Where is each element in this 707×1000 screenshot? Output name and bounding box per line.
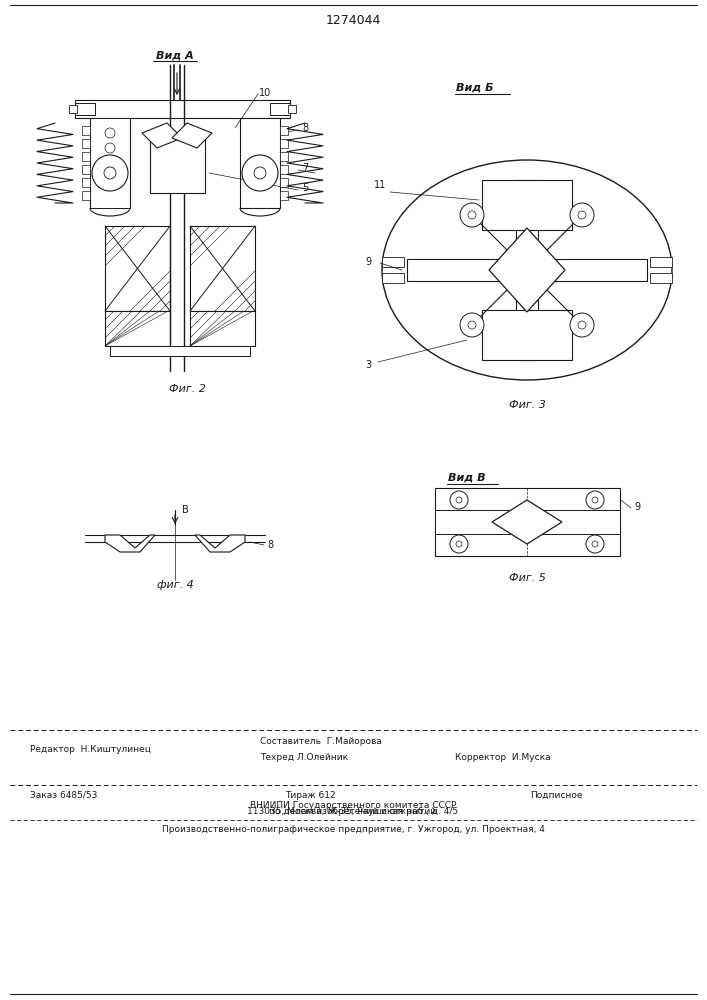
Circle shape xyxy=(104,167,116,179)
Bar xyxy=(270,103,290,115)
Bar xyxy=(280,165,288,174)
Text: 8: 8 xyxy=(267,540,273,550)
Polygon shape xyxy=(492,500,562,544)
Text: Фиг. 2: Фиг. 2 xyxy=(168,384,206,394)
Circle shape xyxy=(456,541,462,547)
Circle shape xyxy=(92,155,128,191)
Bar xyxy=(90,118,130,208)
Bar xyxy=(482,180,572,230)
Circle shape xyxy=(460,203,484,227)
Circle shape xyxy=(460,313,484,337)
Circle shape xyxy=(105,128,115,138)
Text: Вид В: Вид В xyxy=(448,473,486,483)
Bar xyxy=(280,126,288,135)
Circle shape xyxy=(578,211,586,219)
Text: Заказ 6485/53: Заказ 6485/53 xyxy=(30,790,98,800)
Text: 1274044: 1274044 xyxy=(325,13,380,26)
Bar xyxy=(82,126,90,135)
Circle shape xyxy=(570,203,594,227)
Text: 8: 8 xyxy=(302,123,308,133)
Bar xyxy=(75,103,95,115)
Text: Фиг. 3: Фиг. 3 xyxy=(508,400,545,410)
Bar xyxy=(82,152,90,161)
Text: 11: 11 xyxy=(374,180,386,190)
Circle shape xyxy=(468,211,476,219)
Text: Техред Л.Олейник: Техред Л.Олейник xyxy=(260,752,348,762)
Text: Корректор  И.Муска: Корректор И.Муска xyxy=(455,752,551,762)
Text: 5: 5 xyxy=(302,183,308,193)
Circle shape xyxy=(570,313,594,337)
Bar xyxy=(650,273,672,283)
Bar xyxy=(280,152,288,161)
Text: Производственно-полиграфическое предприятие, г. Ужгород, ул. Проектная, 4: Производственно-полиграфическое предприя… xyxy=(162,826,544,834)
Text: Вид Б: Вид Б xyxy=(456,83,493,93)
Bar xyxy=(382,273,404,283)
Circle shape xyxy=(242,155,278,191)
Text: Тираж 612: Тираж 612 xyxy=(285,790,335,800)
Bar xyxy=(190,226,255,311)
Text: 113035, Москва, Ж-35, Раушская наб., д. 4/5: 113035, Москва, Ж-35, Раушская наб., д. … xyxy=(247,808,459,816)
Bar xyxy=(69,105,77,113)
Text: Составитель  Г.Майорова: Составитель Г.Майорова xyxy=(260,738,382,746)
Bar xyxy=(280,191,288,200)
Polygon shape xyxy=(489,228,565,312)
Circle shape xyxy=(592,541,598,547)
Bar xyxy=(288,105,296,113)
Bar xyxy=(82,191,90,200)
Bar xyxy=(105,311,170,346)
Ellipse shape xyxy=(382,160,672,380)
Bar xyxy=(650,257,672,267)
Bar xyxy=(407,259,647,281)
Text: 9: 9 xyxy=(634,502,640,512)
Bar xyxy=(110,346,250,356)
Text: Фиг. 5: Фиг. 5 xyxy=(508,573,545,583)
Polygon shape xyxy=(142,123,182,148)
Circle shape xyxy=(254,167,266,179)
Bar xyxy=(105,226,170,311)
Bar xyxy=(82,178,90,187)
Bar xyxy=(280,139,288,148)
Circle shape xyxy=(586,535,604,553)
Text: В: В xyxy=(182,505,188,515)
Circle shape xyxy=(578,321,586,329)
Circle shape xyxy=(586,491,604,509)
Circle shape xyxy=(450,491,468,509)
Text: 10: 10 xyxy=(259,88,271,98)
Text: 7: 7 xyxy=(302,163,308,173)
Text: ВНИИПИ Государственного комитета СССР: ВНИИПИ Государственного комитета СССР xyxy=(250,800,456,810)
Bar xyxy=(240,118,280,208)
Text: 3: 3 xyxy=(365,360,371,370)
Polygon shape xyxy=(105,535,155,552)
Text: Вид А: Вид А xyxy=(156,50,194,60)
Circle shape xyxy=(468,321,476,329)
Text: фиг. 4: фиг. 4 xyxy=(157,580,194,590)
Bar xyxy=(516,180,538,360)
Bar xyxy=(75,100,290,118)
Bar xyxy=(190,311,255,346)
Text: по делам изобретений и открытий: по делам изобретений и открытий xyxy=(269,808,436,816)
Bar xyxy=(82,139,90,148)
Circle shape xyxy=(592,497,598,503)
Text: Подписное: Подписное xyxy=(530,790,583,800)
Polygon shape xyxy=(195,535,245,552)
Bar xyxy=(150,138,205,193)
Polygon shape xyxy=(172,123,212,148)
Circle shape xyxy=(450,535,468,553)
Bar xyxy=(382,257,404,267)
Circle shape xyxy=(105,143,115,153)
Text: Редактор  Н.Киштулинец: Редактор Н.Киштулинец xyxy=(30,746,151,754)
Circle shape xyxy=(456,497,462,503)
Bar xyxy=(240,118,280,208)
Bar xyxy=(435,488,620,556)
Bar xyxy=(482,310,572,360)
Text: 9: 9 xyxy=(365,257,371,267)
Bar xyxy=(435,510,620,534)
Bar xyxy=(280,178,288,187)
Bar xyxy=(82,165,90,174)
